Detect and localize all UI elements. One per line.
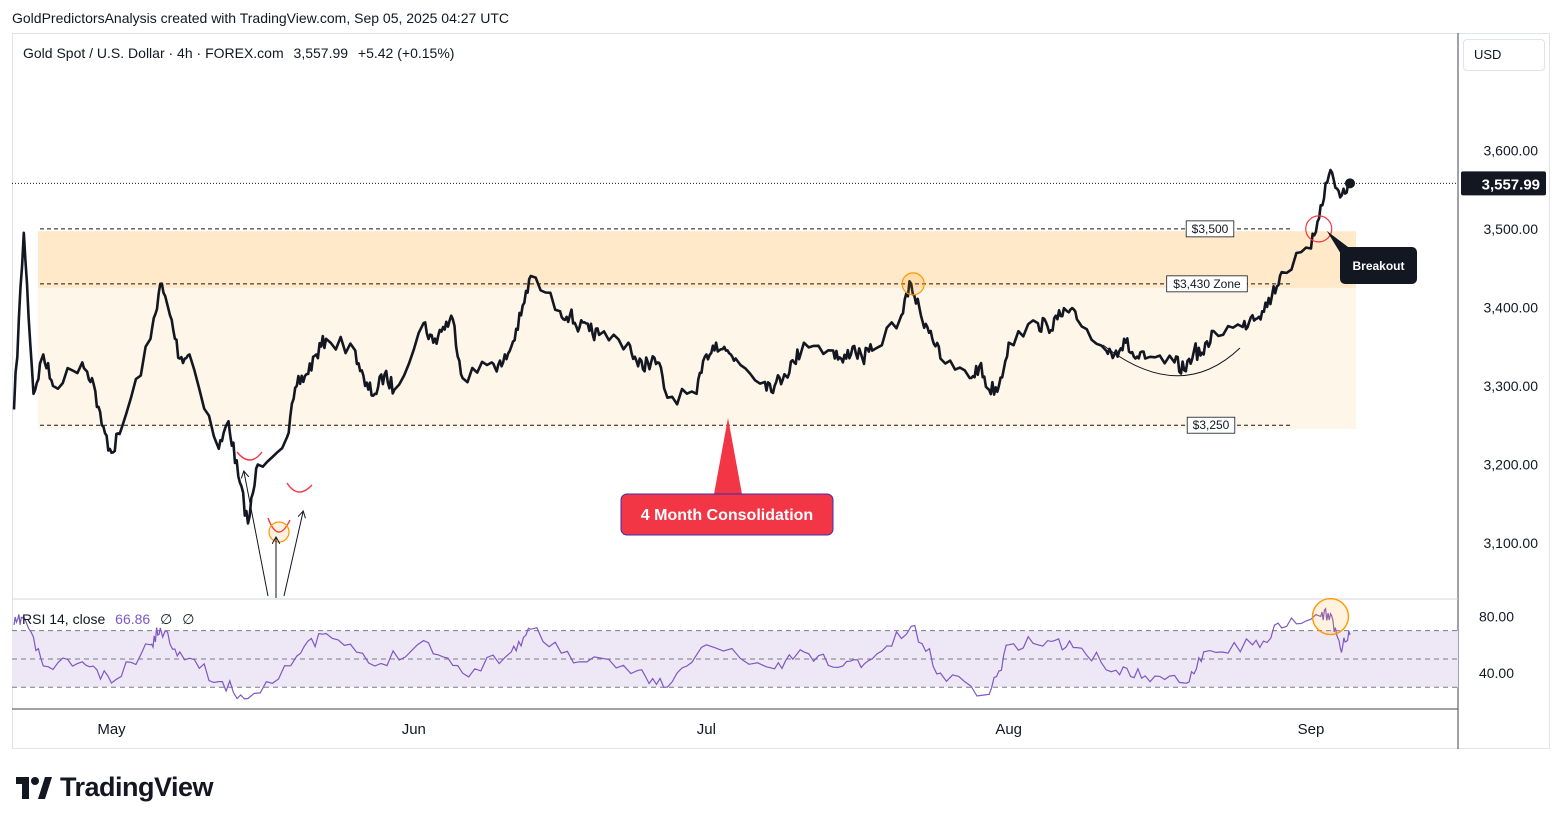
tradingview-wordmark: TradingView xyxy=(60,772,214,802)
rsi-legend: RSI 14, close 66.86 ∅ ∅ xyxy=(22,611,194,628)
chart-credit: GoldPredictorsAnalysis created with Trad… xyxy=(12,10,509,26)
price-tick-6: 3,600.00 xyxy=(1484,142,1539,158)
time-label-may: May xyxy=(97,721,126,738)
price-tick-3: 3,300.00 xyxy=(1484,378,1539,394)
price-tick-4: 3,400.00 xyxy=(1484,299,1539,315)
last-price-tag xyxy=(1461,171,1546,196)
rsi-name: RSI xyxy=(22,611,46,627)
level-3430-zone-label: $3,430 Zone xyxy=(1173,277,1241,291)
time-label-jul: Jul xyxy=(697,721,716,738)
low-arc-left xyxy=(236,451,263,461)
consolidation-callout-box xyxy=(620,493,834,536)
support-arrow-1 xyxy=(244,472,269,597)
last-price-tag-label: 3,557.99 xyxy=(1482,176,1540,193)
rsi-tick-1: 40.00 xyxy=(1479,665,1514,681)
resistance-zone xyxy=(38,231,1356,288)
tradingview-logo-icon xyxy=(16,776,52,799)
price-line xyxy=(12,168,1351,525)
time-label-sep: Sep xyxy=(1298,721,1325,738)
breakout-label: Breakout xyxy=(1352,259,1404,273)
consolidation-callout-label: 4 Month Consolidation xyxy=(641,507,813,524)
rounding-bottom-arc xyxy=(1102,344,1241,377)
support-arrow-3 xyxy=(283,512,303,597)
rsi-value: 66.86 xyxy=(115,611,151,627)
price-change-value: +5.42 (+0.15%) xyxy=(357,45,455,61)
tradingview-brand[interactable]: TradingView xyxy=(16,772,214,803)
rsi-extra-2: ∅ xyxy=(182,611,195,627)
symbol-name: Gold Spot / U.S. Dollar · 4h · FOREX.com xyxy=(23,45,284,61)
chart-frame xyxy=(12,33,1550,749)
level-3250-label: $3,250 xyxy=(1193,418,1230,432)
price-tick-1: 3,100.00 xyxy=(1484,535,1539,551)
breakout-circle xyxy=(1305,215,1333,243)
rsi-params: 14, close xyxy=(49,611,106,627)
time-label-aug: Aug xyxy=(995,721,1022,738)
last-price-value: 3,557.99 xyxy=(293,45,349,61)
price-tick-5: 3,500.00 xyxy=(1484,221,1539,237)
price-tick-2: 3,200.00 xyxy=(1484,456,1539,472)
level-3500-label: $3,500 xyxy=(1192,222,1229,236)
level-3500-label-box xyxy=(1185,220,1235,238)
level-3430-zone-label-box xyxy=(1166,275,1248,293)
breakout-box xyxy=(1340,247,1417,284)
level-3250-label-box xyxy=(1186,416,1236,434)
rsi-line xyxy=(13,607,1351,700)
low-arc-right xyxy=(286,482,313,493)
consolidation-pointer xyxy=(714,418,742,494)
july-top-circle xyxy=(901,272,925,296)
time-label-jun: Jun xyxy=(402,721,426,738)
may-low-circle xyxy=(268,521,290,543)
low-arc-bottom xyxy=(267,517,291,533)
symbol-legend: Gold Spot / U.S. Dollar · 4h · FOREX.com… xyxy=(23,45,454,61)
rsi-tick-2: 80.00 xyxy=(1479,609,1514,625)
rsi-overbought-circle xyxy=(1311,597,1350,636)
rsi-extra-1: ∅ xyxy=(160,611,173,627)
currency-button[interactable]: USD xyxy=(1463,39,1545,71)
